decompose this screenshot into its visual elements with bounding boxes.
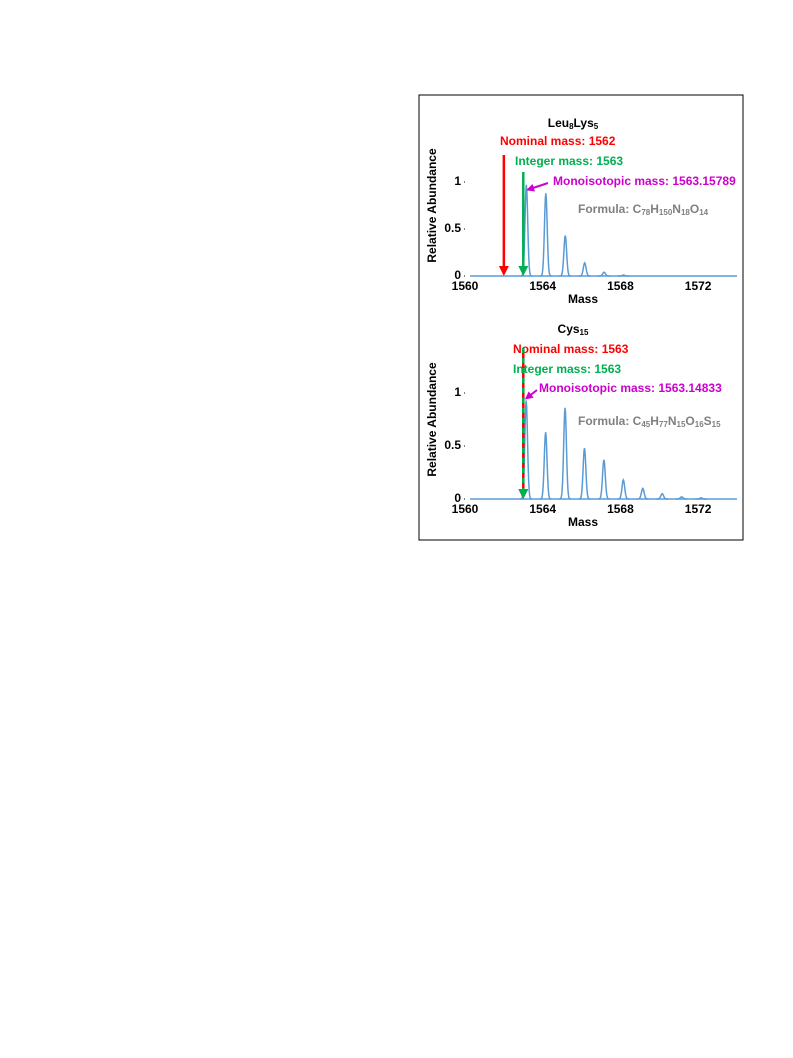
- peak: [675, 496, 688, 500]
- annotation: Integer mass: 1563: [513, 362, 621, 376]
- x-tick-label: 1568: [607, 279, 634, 293]
- chart-title: Leu8Lys5: [548, 116, 599, 131]
- x-tick-label: 1560: [452, 502, 479, 516]
- monoisotopic-arrow: [526, 182, 549, 192]
- y-axis-label: Relative Abundance: [425, 148, 439, 263]
- peak: [559, 407, 571, 500]
- peak: [539, 193, 552, 277]
- monoisotopic-arrow: [524, 389, 538, 400]
- peak: [617, 477, 630, 500]
- y-axis-label: Relative Abundance: [425, 362, 439, 477]
- y-tick-label: 0: [454, 491, 461, 505]
- y-tick-label: 1: [454, 385, 461, 399]
- x-tick-label: 1560: [452, 279, 479, 293]
- peak: [539, 432, 552, 500]
- peak: [656, 492, 669, 500]
- peak: [578, 448, 591, 500]
- y-tick-label: 0.5: [444, 221, 461, 235]
- peak: [636, 487, 649, 500]
- peak: [578, 261, 591, 277]
- frame: [418, 94, 744, 541]
- annotation: Nominal mass: 1562: [500, 134, 616, 148]
- annotation: Monoisotopic mass: 1563.14833: [539, 381, 722, 395]
- x-axis-label: Mass: [568, 292, 598, 306]
- x-axis-label: Mass: [568, 515, 598, 529]
- chart-title: Cys15: [558, 322, 589, 337]
- peak: [617, 274, 630, 277]
- y-tick-label: 0.5: [444, 438, 461, 452]
- peak: [598, 271, 610, 277]
- x-tick-label: 1568: [607, 502, 634, 516]
- x-tick-label: 1572: [685, 502, 712, 516]
- y-tick-label: 0: [454, 268, 461, 282]
- annotation: Monoisotopic mass: 1563.15789: [553, 174, 736, 188]
- formula: Formula: C45H77N15O16S15: [578, 414, 721, 429]
- x-tick-label: 1564: [529, 279, 556, 293]
- annotation: Integer mass: 1563: [515, 154, 623, 168]
- peak: [695, 497, 707, 500]
- formula: Formula: C78H150N18O14: [578, 202, 709, 217]
- annotation: Nominal mass: 1563: [513, 342, 629, 356]
- peak: [559, 235, 572, 277]
- x-tick-label: 1564: [529, 502, 556, 516]
- peak: [598, 459, 610, 500]
- x-tick-label: 1572: [685, 279, 712, 293]
- y-tick-label: 1: [454, 174, 461, 188]
